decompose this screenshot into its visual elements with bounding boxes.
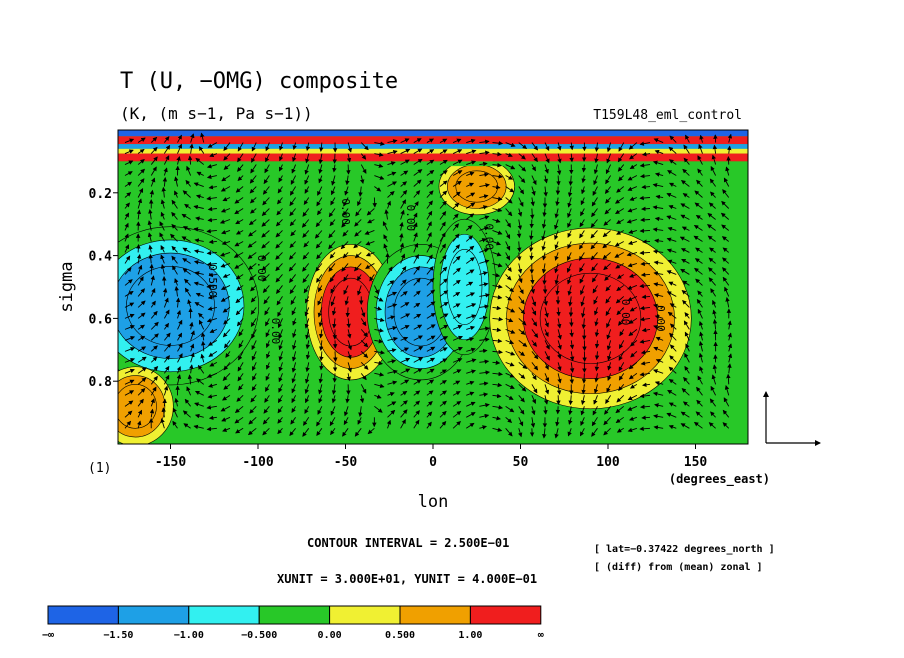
x-axis: -150 -100 -50 0 50 100 150 bbox=[155, 444, 708, 470]
contour-label: 0.500 bbox=[206, 264, 219, 297]
x-tick-label: -100 bbox=[242, 455, 273, 470]
contour-interval: CONTOUR INTERVAL = 2.500E−01 bbox=[307, 536, 509, 550]
colorbar-label: −∞ bbox=[42, 630, 54, 641]
contour-label: 0.00 bbox=[483, 224, 496, 251]
x-tick-label: -150 bbox=[155, 455, 186, 470]
colorbar: −∞ −1.50 −1.00 −0.500 0.00 0.500 1.00 ∞ bbox=[42, 606, 544, 641]
reference-vector-icon bbox=[766, 392, 820, 443]
wind-vector bbox=[642, 209, 650, 210]
colorbar-swatch bbox=[400, 606, 470, 624]
x-tick-label: 0 bbox=[429, 455, 437, 470]
x-tick-label: 150 bbox=[684, 455, 708, 470]
plot-area: 0.500 0.00 0.00 0.00 0.00 0.00 0.00 0.00 bbox=[82, 130, 748, 446]
wind-vector bbox=[335, 351, 336, 361]
y-axis-label: sigma bbox=[57, 261, 77, 312]
chart-title: T (U, −OMG) composite bbox=[120, 69, 398, 94]
colorbar-label: −0.500 bbox=[241, 630, 277, 641]
x-unit-label: (degrees_east) bbox=[669, 472, 770, 487]
x-axis-label: lon bbox=[418, 492, 449, 512]
colorbar-label: 0.00 bbox=[318, 630, 342, 641]
colorbar-swatch bbox=[470, 606, 540, 624]
colorbar-swatch bbox=[118, 606, 188, 624]
chart-subtitle: (K, (m s−1, Pa s−1)) bbox=[120, 104, 313, 123]
colorbar-swatch bbox=[48, 606, 118, 624]
anomaly-contour bbox=[447, 249, 482, 324]
x-tick-label: 50 bbox=[513, 455, 529, 470]
colorbar-label: 0.500 bbox=[385, 630, 415, 641]
contour-label: 0.00 bbox=[654, 305, 667, 332]
contour-label: 0.00 bbox=[269, 318, 282, 345]
y-tick-label: 0.2 bbox=[89, 187, 112, 202]
run-label: T159L48_eml_control bbox=[593, 108, 742, 123]
anomaly-contour bbox=[456, 171, 498, 202]
wind-vector bbox=[641, 263, 650, 264]
colorbar-label: −1.00 bbox=[174, 630, 204, 641]
stratosphere-strip bbox=[118, 136, 748, 144]
colorbar-swatch bbox=[189, 606, 259, 624]
stratosphere-strip bbox=[118, 130, 748, 136]
wind-vector bbox=[558, 176, 559, 185]
colorbar-label: −1.50 bbox=[103, 630, 133, 641]
wind-vector bbox=[151, 265, 152, 275]
wind-vector bbox=[374, 198, 375, 207]
colorbar-swatch bbox=[259, 606, 329, 624]
colorbar-label: ∞ bbox=[538, 630, 544, 641]
diff-note: [ (diff) from (mean) zonal ] bbox=[594, 561, 763, 573]
wind-vector bbox=[641, 219, 650, 220]
y-tick-label: 0.8 bbox=[89, 375, 113, 390]
unit-scale-note: XUNIT = 3.000E+01, YUNIT = 4.000E−01 bbox=[277, 572, 537, 586]
wind-vector bbox=[531, 252, 532, 259]
y-tick-label: 0.6 bbox=[89, 312, 113, 327]
contour-label: 0.00 bbox=[339, 198, 352, 225]
wind-vector bbox=[728, 374, 729, 384]
wind-vector bbox=[532, 209, 533, 219]
anomaly-contour bbox=[115, 384, 157, 428]
page-number: (1) bbox=[88, 461, 111, 476]
colorbar-swatch bbox=[330, 606, 400, 624]
y-axis: 0.2 0.4 0.6 0.8 bbox=[89, 187, 118, 390]
contour-label: 0.00 bbox=[404, 205, 417, 232]
contour-label: 0.00 bbox=[619, 299, 632, 326]
wind-vector bbox=[164, 399, 165, 406]
x-tick-label: -50 bbox=[334, 455, 358, 470]
x-tick-label: 100 bbox=[596, 455, 620, 470]
contour-label: 0.00 bbox=[255, 255, 268, 282]
y-tick-label: 0.4 bbox=[89, 250, 113, 265]
latitude-note: [ lat=−0.37422 degrees_north ] bbox=[594, 544, 775, 555]
colorbar-label: 1.00 bbox=[458, 630, 482, 641]
